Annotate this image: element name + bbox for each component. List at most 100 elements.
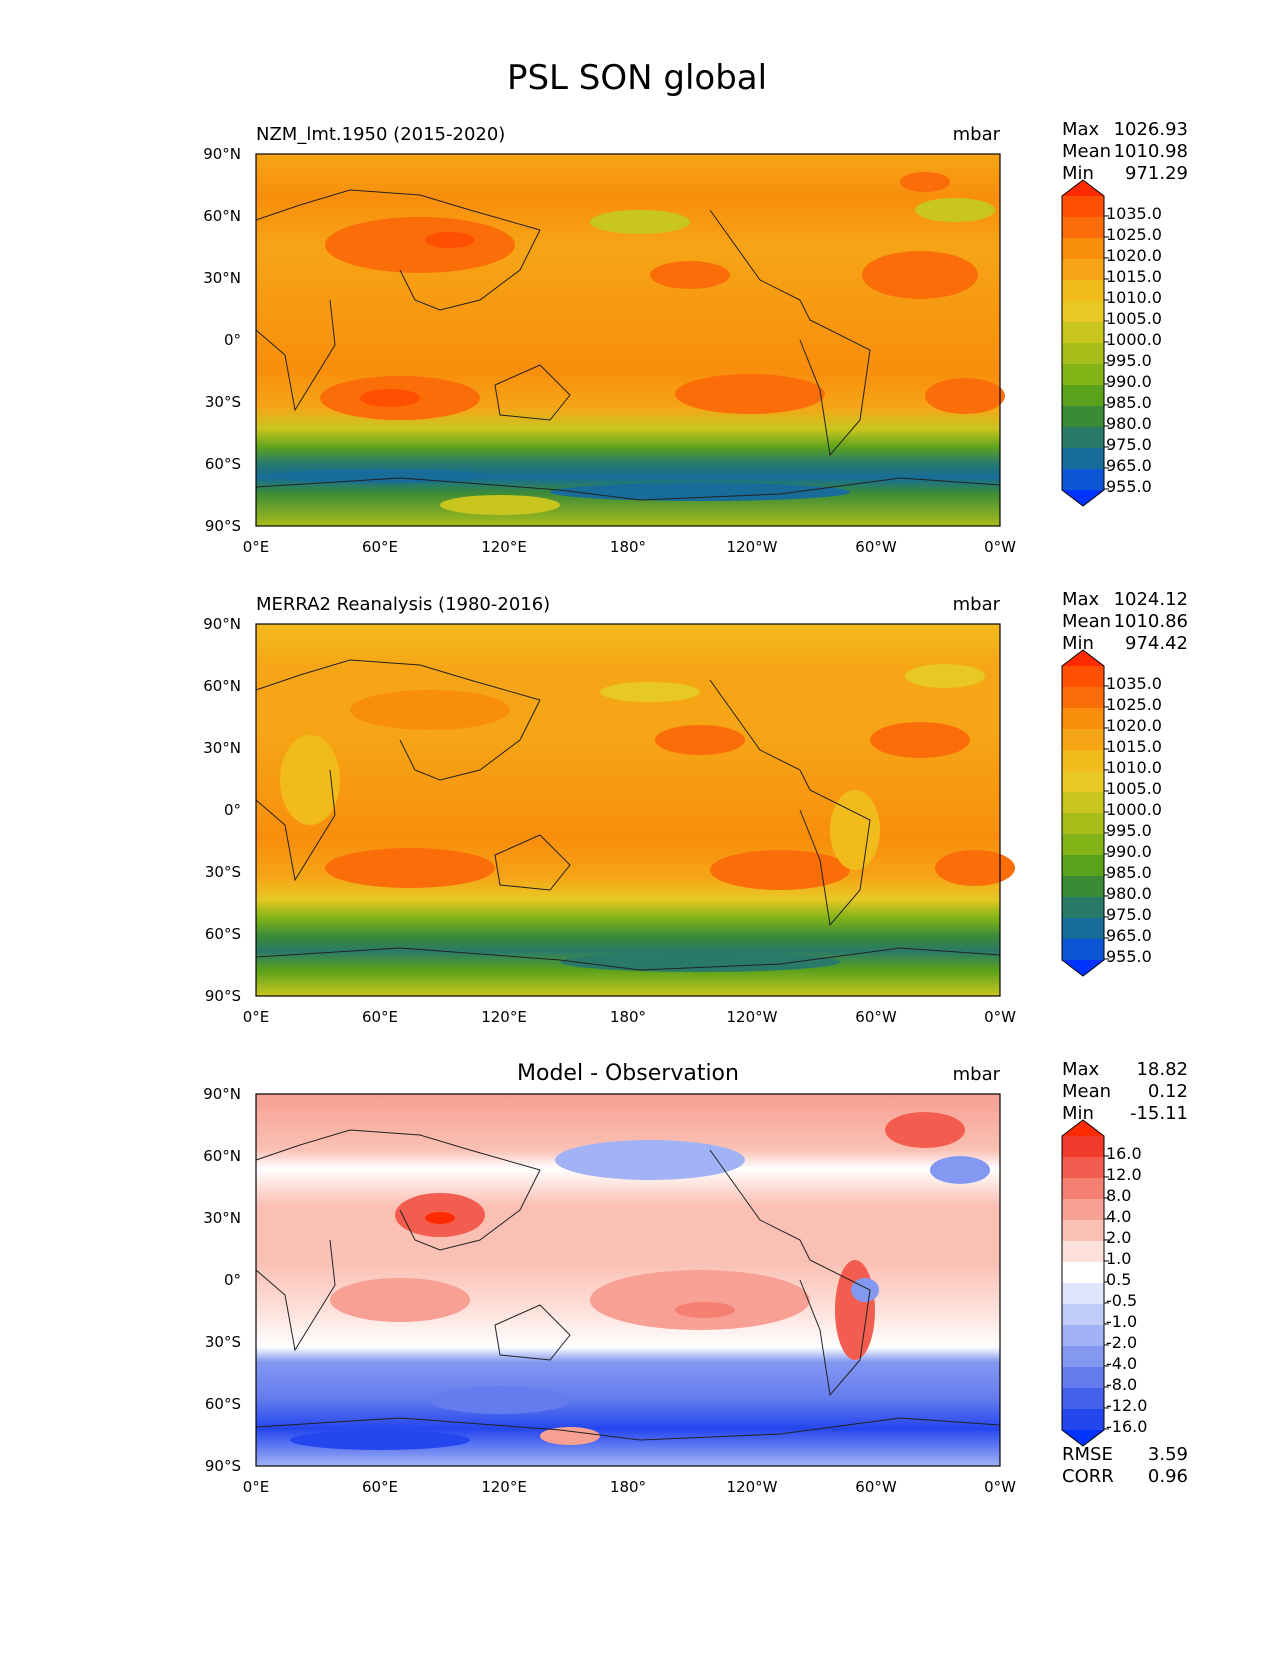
- high-pressure-south-pacific: [675, 374, 825, 414]
- colorbar-outline: [1061, 179, 1105, 507]
- colorbar-tick-label: 990.0: [1106, 372, 1152, 391]
- coast-asia: [399, 699, 541, 781]
- colorbar-tick-label: 1025.0: [1106, 695, 1162, 714]
- colorbar-segment: [1062, 469, 1104, 491]
- negative-bias-antarctic-coast: [290, 1430, 470, 1450]
- colorbar-tick-label: 4.0: [1106, 1207, 1131, 1226]
- longitude-axis: 0°E 60°E 120°E 180° 120°W 60°W 0°W: [243, 1478, 1016, 1496]
- antarctic-highland: [440, 495, 560, 515]
- lat-tick-label: 30°N: [203, 739, 241, 757]
- stat-label-mean: Mean: [1062, 141, 1111, 162]
- coast-americas: [709, 1149, 871, 1397]
- colorbar-extend-top: [1062, 1120, 1104, 1136]
- stat-value-min: 974.42: [1125, 633, 1188, 654]
- colorbar-segment: [1062, 259, 1104, 281]
- coast-africa-europe: [255, 1129, 541, 1352]
- stat-label-max: Max: [1062, 1059, 1100, 1080]
- lat-tick-label: 30°N: [203, 269, 241, 287]
- colorbar-segment: [1062, 1220, 1104, 1242]
- colorbar-segment: [1062, 280, 1104, 302]
- lat-tick-label: 0°: [224, 801, 241, 819]
- coast-asia: [399, 229, 541, 311]
- lon-tick-label: 120°W: [727, 538, 778, 556]
- stat-label-mean: Mean: [1062, 611, 1111, 632]
- high-pressure-north-pacific: [650, 261, 730, 289]
- positive-bias-greenland: [885, 1112, 965, 1148]
- positive-bias-tropical-pacific-core: [675, 1302, 735, 1318]
- colorbar-segment: [1062, 364, 1104, 386]
- coast-antarctica: [255, 1417, 1001, 1441]
- colorbar-tick-label: 965.0: [1106, 456, 1152, 475]
- colorbar-segment: [1062, 1325, 1104, 1347]
- colorbar-segment: [1062, 666, 1104, 688]
- colorbar-tick-label: 1000.0: [1106, 800, 1162, 819]
- coast-antarctica: [255, 477, 1001, 501]
- lon-tick-label: 60°E: [362, 1008, 398, 1026]
- skill-scores: RMSE 3.59 CORR 0.96: [1062, 1444, 1188, 1487]
- colorbar-tick-label: 1005.0: [1106, 779, 1162, 798]
- colorbar-segment: [1062, 1388, 1104, 1410]
- lon-tick-label: 120°E: [481, 1478, 527, 1496]
- lon-tick-label: 180°: [610, 1478, 646, 1496]
- colorbar-tick-label: 1010.0: [1106, 288, 1162, 307]
- lat-tick-label: 60°S: [205, 455, 241, 473]
- low-pressure-southern-ocean-indian: [270, 469, 490, 483]
- negative-bias-amazon: [851, 1278, 879, 1302]
- colorbar-extend-top: [1062, 180, 1104, 196]
- high-pressure-south-indian: [325, 848, 495, 888]
- units-label: mbar: [953, 124, 1001, 145]
- colorbar-segment: [1062, 876, 1104, 898]
- colorbar-tick-label: 1025.0: [1106, 225, 1162, 244]
- lon-tick-label: 120°W: [727, 1008, 778, 1026]
- high-pressure-north-atlantic: [870, 722, 970, 758]
- colorbar-tick-label: 1015.0: [1106, 267, 1162, 286]
- colorbar-segment: [1062, 343, 1104, 365]
- panel-difference: Model - Observation mbar: [203, 1059, 1188, 1496]
- panel-title: MERRA2 Reanalysis (1980-2016): [256, 594, 550, 615]
- colorbar-tick-label: 1020.0: [1106, 246, 1162, 265]
- lon-tick-label: 60°E: [362, 1478, 398, 1496]
- colorbar-tick-label: 985.0: [1106, 863, 1152, 882]
- colorbar-segment: [1062, 1346, 1104, 1368]
- colorbar-tick-label: 980.0: [1106, 414, 1152, 433]
- stats-block: Max 1024.12 Mean 1010.86 Min 974.42: [1062, 589, 1188, 654]
- lat-tick-label: 0°: [224, 331, 241, 349]
- lon-tick-label: 0°W: [984, 1478, 1016, 1496]
- lat-tick-label: 30°N: [203, 1209, 241, 1227]
- colorbar-segment: [1062, 1157, 1104, 1179]
- lat-tick-label: 60°N: [203, 677, 241, 695]
- colorbar-segment: [1062, 708, 1104, 730]
- colorbar-segment: [1062, 897, 1104, 919]
- colorbar-segment: [1062, 771, 1104, 793]
- colorbar-segment: [1062, 1178, 1104, 1200]
- longitude-axis: 0°E 60°E 120°E 180° 120°W 60°W 0°W: [243, 538, 1016, 556]
- colorbar-outline: [1061, 1119, 1105, 1447]
- rmse-label: RMSE: [1062, 1444, 1113, 1465]
- panel-title: NZM_lmt.1950 (2015-2020): [256, 124, 505, 145]
- low-pressure-aleutian: [590, 210, 690, 234]
- colorbar-tick-label: 1.0: [1106, 1249, 1131, 1268]
- positive-bias-tibet-core: [425, 1212, 455, 1224]
- colorbar: 1035.0 1025.0 1020.0 1015.0 1010.0 1005.0 1000…: [1061, 649, 1162, 977]
- low-pressure-icelandic: [915, 198, 995, 222]
- stat-value-max: 1026.93: [1114, 119, 1188, 140]
- lat-tick-label: 30°S: [205, 1333, 241, 1351]
- lon-tick-label: 0°W: [984, 1008, 1016, 1026]
- low-pressure-southern-ocean: [560, 952, 840, 972]
- lon-tick-label: 120°E: [481, 1008, 527, 1026]
- colorbar-tick-label: 975.0: [1106, 435, 1152, 454]
- colorbar-segment: [1062, 729, 1104, 751]
- negative-bias-north-atlantic: [930, 1156, 990, 1184]
- lat-tick-label: 90°S: [205, 517, 241, 535]
- latitude-axis: 90°N 60°N 30°N 0° 30°S 60°S 90°S: [203, 615, 241, 1005]
- lon-tick-label: 60°W: [855, 538, 897, 556]
- colorbar-segment: [1062, 939, 1104, 961]
- high-pressure-siberia: [325, 217, 515, 273]
- panel-title: Model - Observation: [517, 1061, 739, 1086]
- lat-tick-label: 30°S: [205, 393, 241, 411]
- stat-label-min: Min: [1062, 1103, 1094, 1124]
- colorbar-tick-label: 8.0: [1106, 1186, 1131, 1205]
- lat-tick-label: 0°: [224, 1271, 241, 1289]
- lon-tick-label: 0°E: [243, 1478, 270, 1496]
- coast-africa-europe: [255, 659, 541, 882]
